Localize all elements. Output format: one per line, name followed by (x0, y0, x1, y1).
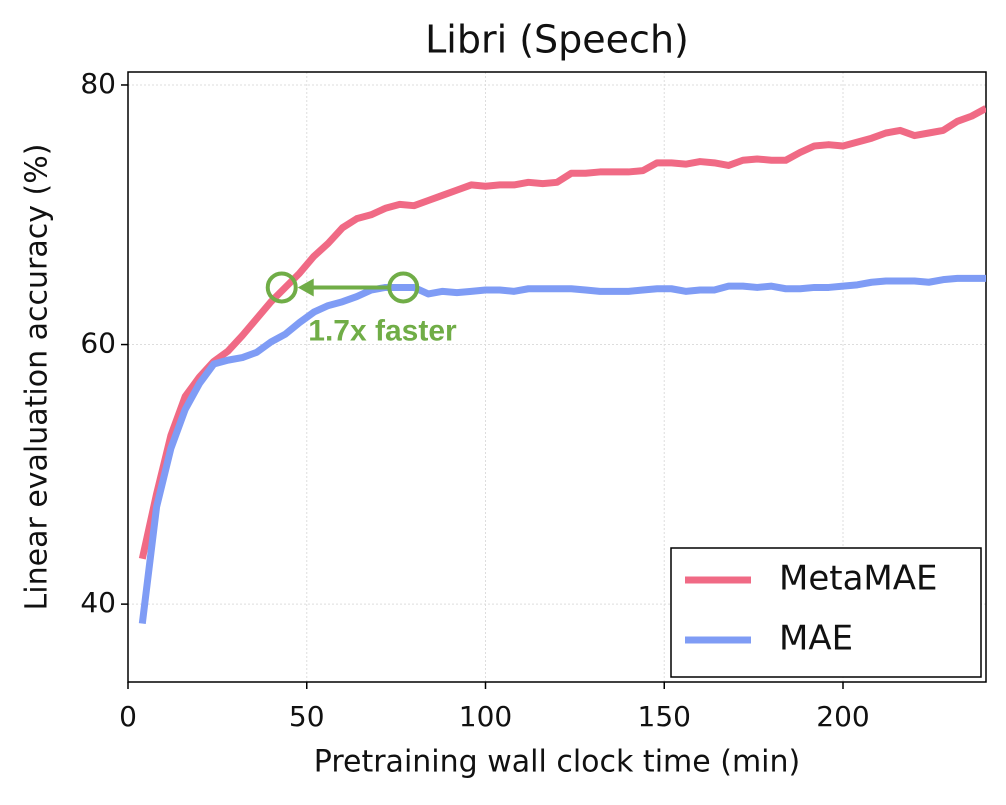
y-axis-label: Linear evaluation accuracy (%) (20, 144, 55, 611)
annotation-marker (387, 271, 420, 304)
series-line (138, 274, 986, 625)
series-line (138, 105, 986, 560)
annotation-arrowhead (297, 278, 314, 297)
x-tick-label: 150 (638, 700, 691, 733)
x-tick-label: 0 (119, 700, 137, 733)
x-tick-label: 200 (816, 700, 869, 733)
plot-frame (127, 71, 987, 683)
x-axis-label: Pretraining wall clock time (min) (314, 745, 800, 780)
legend-label: MAE (779, 619, 853, 659)
x-tick-label: 50 (289, 700, 325, 733)
x-tick-label: 100 (459, 700, 512, 733)
y-tick-label: 40 (80, 586, 116, 619)
chart-title: Libri (Speech) (425, 18, 689, 62)
y-tick-label: 60 (80, 327, 116, 360)
annotation-text: 1.7x faster (308, 314, 457, 347)
y-tick-label: 80 (80, 67, 116, 100)
annotation-marker (265, 271, 298, 304)
legend-label: MetaMAE (779, 559, 938, 599)
legend-box (670, 547, 982, 678)
